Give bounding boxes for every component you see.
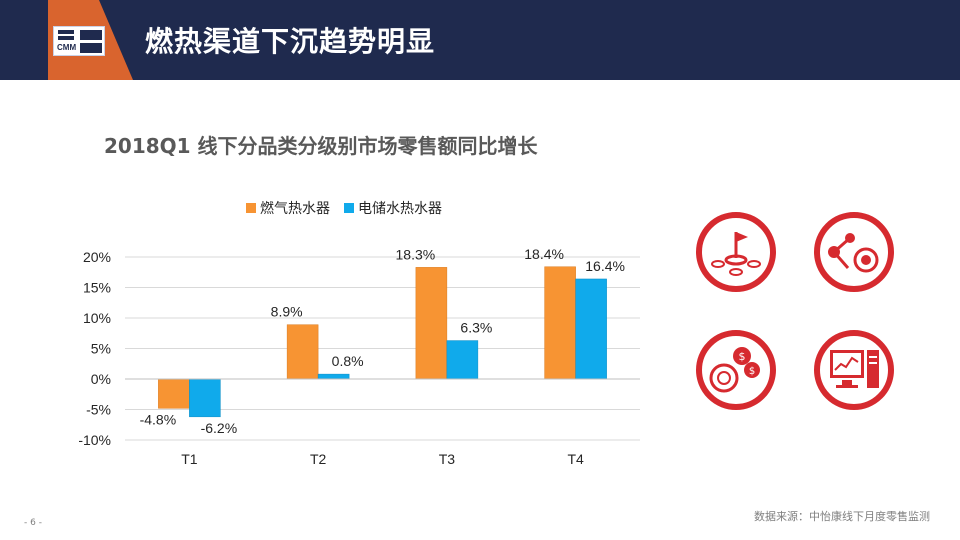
bar (317, 373, 350, 380)
legend-swatch-electric (344, 203, 354, 213)
bar (575, 278, 607, 380)
legend-label-gas: 燃气热水器 (260, 201, 330, 217)
bar (446, 340, 479, 380)
legend-entry-electric: 电储水热水器 (344, 198, 442, 218)
header-bar: CMM 燃热渠道下沉趋势明显 (0, 0, 960, 80)
bar (189, 378, 221, 418)
target-flag-icon (696, 212, 776, 292)
y-tick-label: 20% (83, 249, 111, 265)
legend-swatch-gas (246, 203, 256, 213)
data-source-note: 数据来源：中怡康线下月度零售监测 (754, 510, 930, 523)
y-tick-label: 15% (83, 280, 111, 296)
data-label: -6.2% (201, 420, 238, 436)
data-label: -4.8% (140, 411, 177, 427)
y-tick-label: 5% (91, 341, 111, 357)
y-tick-label: -10% (78, 432, 111, 448)
y-tick-label: 0% (91, 371, 111, 387)
x-category-label: T3 (439, 451, 456, 467)
y-tick-label: 10% (83, 310, 111, 326)
x-category-label: T2 (310, 451, 327, 467)
data-label: 16.4% (585, 258, 625, 274)
bar (286, 324, 319, 380)
chart-legend: 燃气热水器 电储水热水器 (246, 198, 442, 218)
y-tick-label: -5% (86, 402, 111, 418)
data-label: 6.3% (460, 320, 492, 336)
network-target-icon (814, 212, 894, 292)
bar (158, 378, 190, 409)
svg-text:$: $ (749, 366, 755, 377)
data-label: 0.8% (332, 353, 364, 369)
cmm-logo: CMM (53, 26, 105, 56)
legend-label-electric: 电储水热水器 (358, 201, 442, 217)
coins-icon: $ $ (696, 330, 776, 410)
page-number: - 6 - (24, 518, 42, 528)
bar (415, 267, 448, 380)
svg-text:$: $ (739, 350, 746, 363)
x-category-label: T1 (181, 451, 198, 467)
bar (544, 266, 576, 380)
data-label: 8.9% (271, 304, 303, 320)
page-title: 燃热渠道下沉趋势明显 (145, 25, 436, 58)
data-label: 18.3% (396, 246, 436, 262)
data-label: 18.4% (524, 246, 564, 262)
computer-chart-icon (814, 330, 894, 410)
legend-entry-gas: 燃气热水器 (246, 198, 330, 218)
chart-title: 2018Q1 线下分品类分级别市场零售额同比增长 (104, 134, 538, 158)
logo-text: CMM (57, 43, 77, 52)
x-category-label: T4 (567, 451, 584, 467)
